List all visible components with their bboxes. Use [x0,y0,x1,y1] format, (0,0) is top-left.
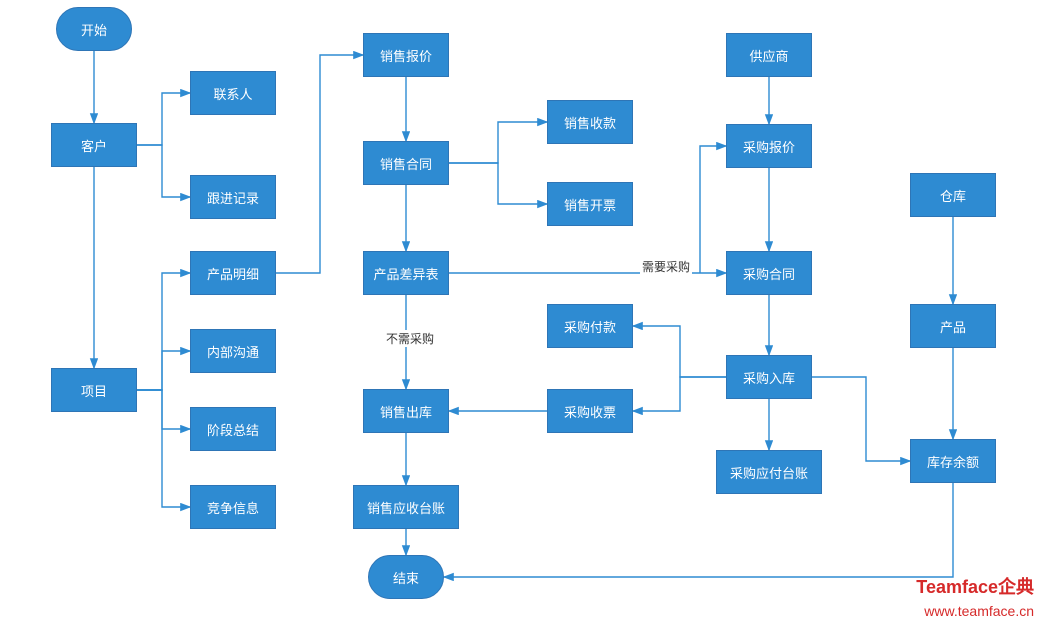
node-project: 项目 [51,368,137,412]
node-follow: 跟进记录 [190,175,276,219]
watermark-url: www.teamface.cn [924,603,1034,619]
edge [137,390,190,429]
edge [137,93,190,145]
node-supplier: 供应商 [726,33,812,77]
node-stock_bal: 库存余额 [910,439,996,483]
node-sale_receipt: 销售收款 [547,100,633,144]
node-contact: 联系人 [190,71,276,115]
node-buy_rcv_inv: 采购收票 [547,389,633,433]
edge [137,273,190,390]
edge [444,483,953,577]
edges-layer [0,0,1052,629]
node-buy_contract: 采购合同 [726,251,812,295]
node-sale_out: 销售出库 [363,389,449,433]
node-compete: 竞争信息 [190,485,276,529]
node-sale_invoice: 销售开票 [547,182,633,226]
node-sale_ar: 销售应收台账 [353,485,459,529]
node-diff: 产品差异表 [363,251,449,295]
flowchart-canvas: Teamface企典 www.teamface.cn 开始客户 联系人跟进记录项目… [0,0,1052,629]
node-internal: 内部沟通 [190,329,276,373]
node-customer: 客户 [51,123,137,167]
node-buy_ap: 采购应付台账 [716,450,822,494]
edge [633,377,726,411]
node-start: 开始 [56,7,132,51]
node-warehouse: 仓库 [910,173,996,217]
edge [812,377,910,461]
node-end: 结束 [368,555,444,599]
node-phase: 阶段总结 [190,407,276,451]
node-prod_detail: 产品明细 [190,251,276,295]
node-buy_pay: 采购付款 [547,304,633,348]
edge-label: 需要采购 [640,258,692,275]
edge [137,351,190,390]
edge [137,390,190,507]
node-buy_in: 采购入库 [726,355,812,399]
edge-label: 不需采购 [384,330,436,347]
edge [633,326,726,377]
edge [449,163,547,204]
edge [137,145,190,197]
edge [449,122,547,163]
node-product: 产品 [910,304,996,348]
node-buy_quote: 采购报价 [726,124,812,168]
node-sale_quote: 销售报价 [363,33,449,77]
edge [276,55,363,273]
watermark-title: Teamface企典 [916,573,1034,599]
edge [700,146,726,273]
node-sale_contract: 销售合同 [363,141,449,185]
